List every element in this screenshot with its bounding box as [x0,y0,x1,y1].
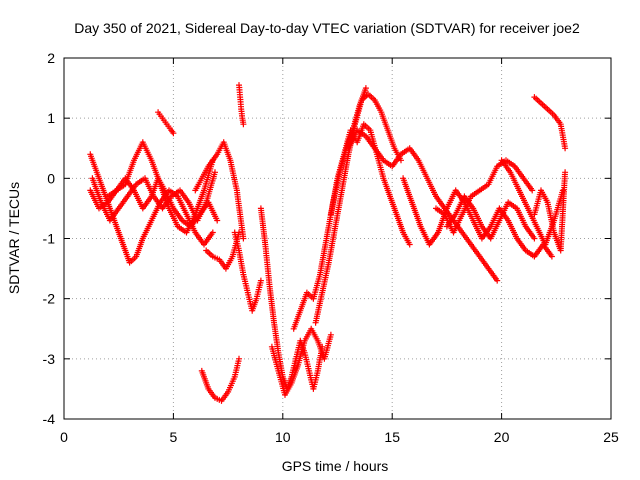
x-tick-label: 5 [170,429,178,445]
series-arc-l [268,325,334,398]
y-tick-label: 2 [47,50,55,66]
x-tick-label: 25 [603,429,619,445]
data-point-marker [170,130,177,137]
axis-ticks: 0 5 10 15 20 25 -4 -3 -2 -1 0 1 2 [43,50,619,445]
data-point-marker [562,145,569,152]
series-arc-a [87,151,216,266]
series-arc-q [400,175,555,260]
series-arc-h [198,355,242,404]
series-arc-u [531,94,569,152]
data-point-marker [362,85,369,92]
data-point-marker [212,169,218,176]
data-point-marker [257,277,264,284]
y-tick-label: -1 [43,231,56,247]
data-point-marker [214,217,221,224]
series-arc-g [203,229,242,272]
series-arc-e [155,109,177,137]
series-arc-v [531,169,569,254]
data-point-marker [548,253,555,260]
series-arc-d [104,175,221,230]
x-axis-label: GPS time / hours [282,458,389,474]
chart-title: Day 350 of 2021, Sidereal Day-to-day VTE… [74,20,580,36]
data-point-marker [209,229,216,236]
data-point-marker [406,241,413,248]
y-tick-label: -3 [43,351,56,367]
data-point-marker [531,235,538,242]
data-point-marker [240,121,247,128]
data-point-marker [529,187,536,194]
series-arc-i [236,82,247,128]
grid-lines [64,58,611,419]
x-tick-label: 15 [384,429,400,445]
y-tick-label: -4 [43,411,56,427]
x-tick-label: 0 [60,429,68,445]
data-point-marker [494,277,501,284]
data-points [87,82,569,404]
data-point-marker [240,235,247,242]
data-point-marker [236,355,242,362]
data-point-marker [327,331,334,338]
x-tick-label: 10 [275,429,291,445]
data-point-marker [562,169,569,176]
series-arc-p [345,127,501,284]
series-arc-j [231,229,264,314]
y-axis-label: SDTVAR / TECUs [6,182,22,294]
y-tick-label: 0 [47,170,55,186]
y-tick-label: 1 [47,110,55,126]
y-tick-label: -2 [43,291,56,307]
x-tick-label: 20 [494,429,510,445]
series-arc-s [443,193,538,242]
